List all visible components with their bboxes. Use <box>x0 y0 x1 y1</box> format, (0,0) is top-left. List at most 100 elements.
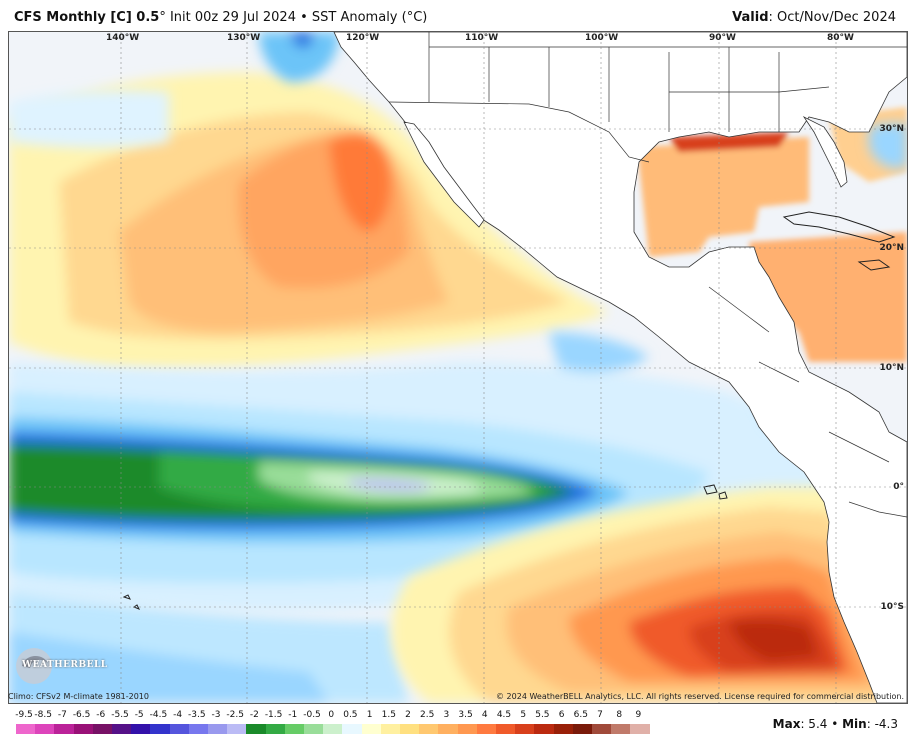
colorbar-swatch <box>361 724 381 734</box>
map-title: CFS Monthly [C] 0.5° Init 00z 29 Jul 202… <box>14 10 427 25</box>
colorbar-label: 2.5 <box>420 710 435 720</box>
north-pacific-warm-anomaly <box>9 72 609 369</box>
lat-label-0: 0° <box>893 482 904 492</box>
logo-swirl-icon <box>16 648 52 684</box>
colorbar-label: -6.5 <box>72 710 91 720</box>
colorbar-swatch <box>16 724 36 734</box>
title-details: ° Init 00z 29 Jul 2024 • SST Anomaly (°C… <box>159 10 428 25</box>
colorbar-label: 4.5 <box>496 710 512 720</box>
colorbar-swatch <box>630 724 650 734</box>
colorbar-label: 6 <box>558 710 565 720</box>
colorbar-swatch <box>188 724 208 734</box>
colorbar-swatch <box>227 724 247 734</box>
colorbar-label: 1.5 <box>381 710 396 720</box>
jamaica-outline <box>857 259 891 271</box>
lon-label-120w: 120°W <box>346 33 380 43</box>
colorbar-label: -6 <box>96 710 106 720</box>
colorbar-label: 3.5 <box>458 710 473 720</box>
colorbar-swatch <box>112 724 132 734</box>
colorbar-swatch <box>92 724 112 734</box>
lat-label-30n: 30°N <box>879 124 904 134</box>
land-americas <box>333 32 907 703</box>
colorbar-swatch <box>35 724 55 734</box>
colorbar-swatch <box>150 724 170 734</box>
colorbar-swatch <box>572 724 592 734</box>
florida-peninsula <box>802 115 848 188</box>
lon-label-100w: 100°W <box>585 33 619 43</box>
lat-label-10s: 10°S <box>880 602 904 612</box>
title-model: CFS Monthly [C] 0.5 <box>14 10 160 25</box>
lon-label-90w: 90°W <box>709 33 736 43</box>
colorbar-swatch <box>457 724 477 734</box>
colorbar-swatch <box>611 724 631 734</box>
valid-value: : Oct/Nov/Dec 2024 <box>768 10 897 25</box>
colorbar-swatch <box>534 724 554 734</box>
lon-label-130w: 130°W <box>227 33 261 43</box>
colorbar-swatch <box>54 724 74 734</box>
colorbar-swatch <box>208 724 228 734</box>
colorbar-label: -0.5 <box>303 710 321 720</box>
colorbar-label: 1 <box>366 710 373 720</box>
map-canvas <box>9 32 907 703</box>
valid-label: Valid <box>732 10 769 25</box>
colorbar-label: 2 <box>405 710 411 720</box>
colorbar-swatch <box>169 724 189 734</box>
lon-label-140w: 140°W <box>106 33 140 43</box>
colorbar-label: 0.5 <box>343 710 358 720</box>
colorbar-label: 6.5 <box>573 710 588 720</box>
header: CFS Monthly [C] 0.5° Init 00z 29 Jul 202… <box>0 0 914 31</box>
max-min-stats: Max: 5.4 • Min: -4.3 <box>773 717 898 731</box>
colorbar-swatch <box>342 724 362 734</box>
colorbar-swatch <box>400 724 420 734</box>
baja-california <box>403 121 485 228</box>
lat-label-10n: 10°N <box>879 363 904 373</box>
political-borders <box>388 32 907 518</box>
colorbar-swatch <box>323 724 343 734</box>
colorbar-swatch <box>131 724 151 734</box>
colorbar-label: 7 <box>597 710 603 720</box>
colorbar-label: 8 <box>616 710 623 720</box>
min-value: : -4.3 <box>866 717 898 731</box>
southeast-pacific-warm-anomaly <box>391 487 907 703</box>
colorbar-label: -3 <box>211 710 221 720</box>
galapagos-islands <box>703 484 728 500</box>
max-value: : 5.4 • <box>800 717 843 731</box>
lat-label-20n: 20°N <box>879 243 904 253</box>
colorbar-label: 5 <box>520 710 527 720</box>
colorbar-label: -2 <box>249 710 259 720</box>
colorbar-label: -1.5 <box>264 710 283 720</box>
colorbar-swatch <box>284 724 304 734</box>
colorbar-label: -1 <box>288 710 298 720</box>
colorbar-label: 3 <box>443 710 450 720</box>
colorbar-swatch <box>304 724 324 734</box>
weatherbell-logo: WEATHERBELL <box>14 644 107 690</box>
colorbar-label: -2.5 <box>226 710 244 720</box>
colorbar-swatch <box>592 724 612 734</box>
colorbar-label: 5.5 <box>535 710 550 720</box>
south-pacific-cool-anomaly <box>9 32 907 703</box>
sst-anomaly-map: 140°W 130°W 120°W 110°W 100°W 90°W 80°W … <box>8 31 908 704</box>
colorbar-swatch <box>246 724 266 734</box>
colorbar-swatch <box>419 724 439 734</box>
colorbar-label: -8.5 <box>34 710 52 720</box>
colorbar-swatch <box>438 724 458 734</box>
colorbar-label: -5.5 <box>111 710 129 720</box>
colorbar-swatch <box>553 724 573 734</box>
colorbar-swatch <box>476 724 496 734</box>
valid-period: Valid: Oct/Nov/Dec 2024 <box>732 10 896 25</box>
colorbar-swatch <box>515 724 535 734</box>
colorbar-label: -3.5 <box>188 710 206 720</box>
marquesas-islands <box>122 594 141 610</box>
colorbar-label: -4 <box>173 710 183 720</box>
colorbar-label: 0 <box>328 710 335 720</box>
graticule <box>9 32 907 703</box>
cuba-outline <box>782 211 896 243</box>
colorbar-label: 9 <box>635 710 642 720</box>
colorbar-label: -9.5 <box>15 710 33 720</box>
colorbar-label: -5 <box>134 710 144 720</box>
min-label: Min <box>842 717 867 731</box>
lon-label-80w: 80°W <box>827 33 854 43</box>
colorbar-swatch <box>73 724 93 734</box>
colorbar-label: -7 <box>57 710 67 720</box>
colorbar-label: 4 <box>481 710 488 720</box>
